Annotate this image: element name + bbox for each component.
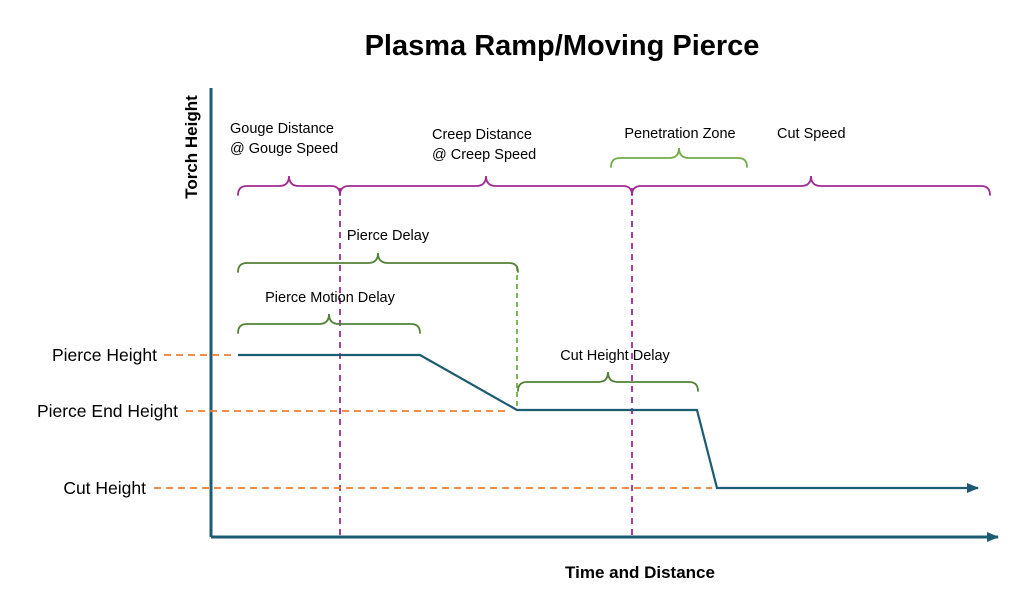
cut-height-delay-label: Cut Height Delay xyxy=(560,348,670,364)
cut-speed-label: Cut Speed xyxy=(777,126,846,142)
pierce-height-label: Pierce Height xyxy=(52,345,157,365)
cut-height-label: Cut Height xyxy=(63,478,146,498)
x-axis-label: Time and Distance xyxy=(565,563,715,582)
torch-height-curve xyxy=(238,353,979,493)
creep-distance-label-line1: Creep Distance xyxy=(432,127,532,143)
y-axis-label: Torch Height xyxy=(182,95,201,199)
creep-distance-brace xyxy=(339,175,633,196)
pierce-motion-delay-label: Pierce Motion Delay xyxy=(265,290,395,306)
cut-speed-brace xyxy=(631,175,991,196)
pierce-motion-delay-brace xyxy=(237,313,421,334)
cut-height-delay-brace xyxy=(517,371,699,392)
creep-distance-label-line2: @ Creep Speed xyxy=(432,147,536,163)
gouge-distance-label-line2: @ Gouge Speed xyxy=(230,141,338,157)
gouge-distance-label-line1: Gouge Distance xyxy=(230,121,334,137)
pierce-delay-brace xyxy=(237,252,519,273)
gouge-distance-brace xyxy=(237,175,341,196)
pierce-end-height-label: Pierce End Height xyxy=(37,401,178,421)
penetration-zone-brace xyxy=(610,147,748,168)
pierce-delay-label: Pierce Delay xyxy=(347,228,430,244)
page-title: Plasma Ramp/Moving Pierce xyxy=(365,30,760,62)
penetration-zone-label: Penetration Zone xyxy=(624,126,735,142)
